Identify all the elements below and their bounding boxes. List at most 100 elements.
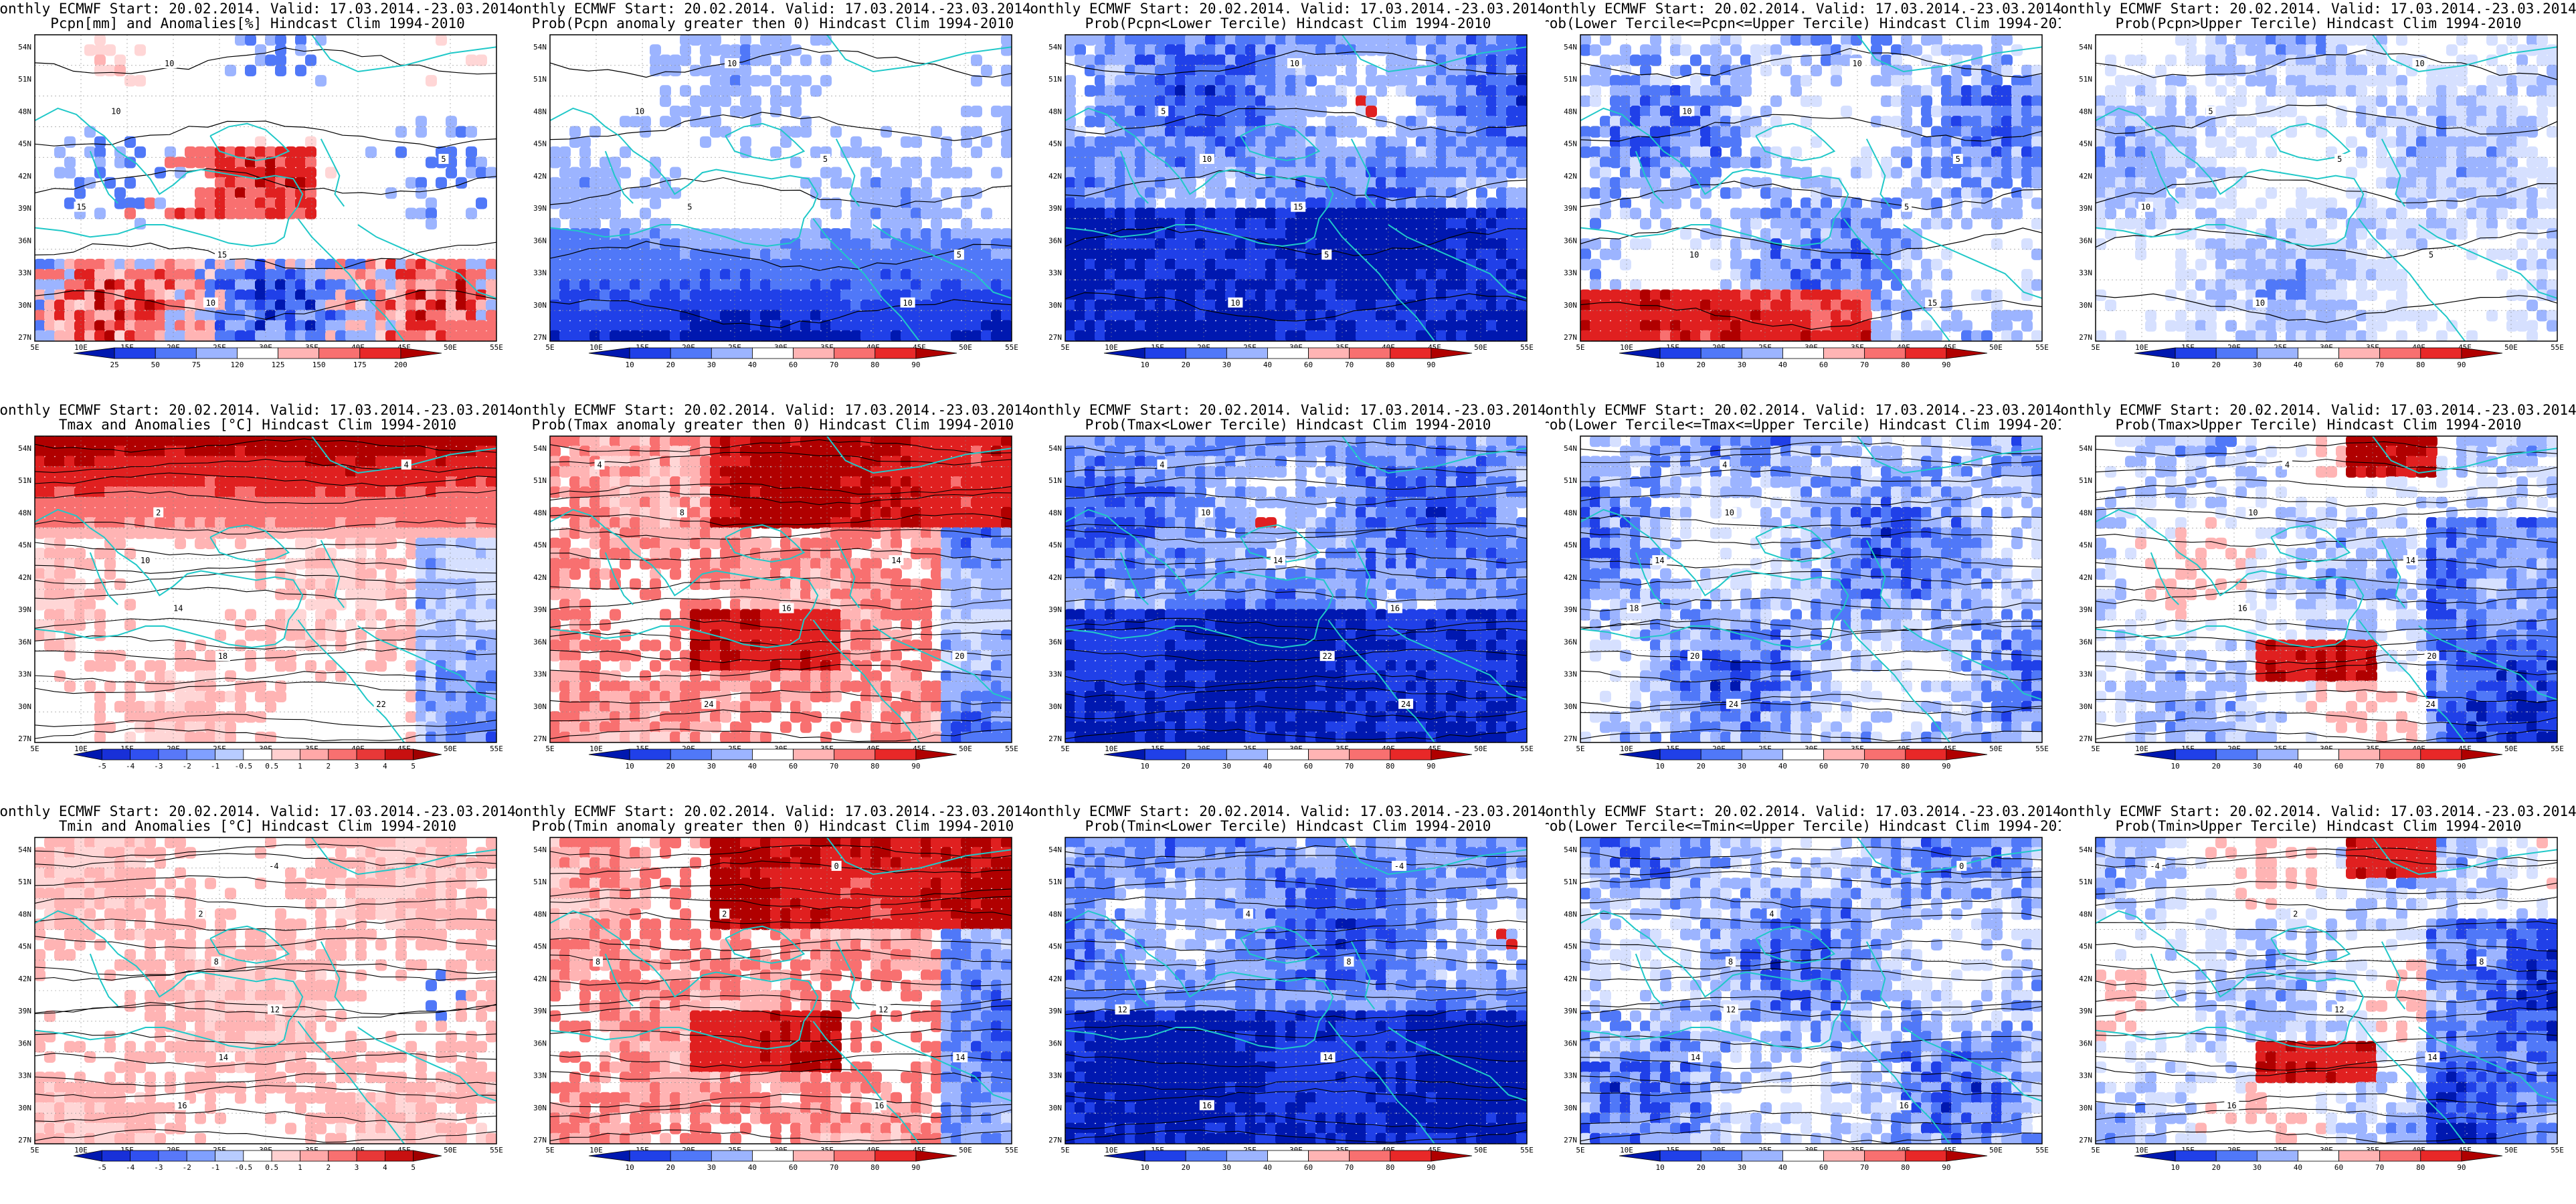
field-cell bbox=[610, 310, 621, 322]
field-cell bbox=[2496, 75, 2508, 87]
field-cell bbox=[2526, 207, 2538, 219]
field-cell bbox=[2296, 299, 2307, 312]
field-cell bbox=[1486, 320, 1497, 332]
field-cell bbox=[1516, 116, 1527, 128]
field-cell bbox=[1650, 167, 1661, 179]
field-cell bbox=[74, 258, 86, 271]
field-cell bbox=[1921, 136, 1932, 148]
field-cell bbox=[175, 207, 186, 219]
field-cell bbox=[1225, 248, 1236, 260]
field-cell bbox=[2185, 197, 2197, 209]
field-cell bbox=[991, 310, 1002, 322]
field-cell bbox=[1660, 330, 1671, 341]
field-cell bbox=[2296, 310, 2307, 322]
field-cell bbox=[54, 289, 66, 301]
field-cell bbox=[1135, 207, 1146, 219]
map-panel-p4: Monthly ECMWF Start: 20.02.2014. Valid: … bbox=[1546, 0, 2061, 401]
field-cell bbox=[2195, 54, 2207, 66]
field-cell bbox=[185, 146, 196, 159]
field-cell bbox=[2376, 126, 2387, 138]
field-cell bbox=[1436, 136, 1447, 148]
field-cell bbox=[2125, 207, 2136, 219]
field-cell bbox=[1871, 207, 1882, 219]
field-cell bbox=[2296, 320, 2307, 332]
field-cell bbox=[145, 279, 156, 291]
field-cell bbox=[2135, 136, 2146, 148]
field-cell bbox=[245, 330, 256, 341]
field-cell bbox=[446, 126, 457, 138]
field-cell bbox=[1396, 116, 1407, 128]
field-cell bbox=[2145, 136, 2156, 148]
field-cell bbox=[2476, 167, 2488, 179]
field-cell bbox=[1416, 228, 1427, 240]
field-cell bbox=[2316, 279, 2327, 291]
field-cell bbox=[720, 310, 731, 322]
field-cell bbox=[1941, 95, 1952, 107]
field-cell bbox=[1991, 217, 2003, 230]
field-cell bbox=[1881, 116, 1892, 128]
field-cell bbox=[1366, 310, 1377, 322]
field-cell bbox=[1710, 64, 1722, 77]
field-cell bbox=[2456, 228, 2468, 240]
field-cell bbox=[1095, 310, 1106, 322]
colorbar: 10 20 30 40 60 70 80 90 bbox=[1619, 347, 1988, 369]
field-cell bbox=[620, 320, 631, 332]
field-cell bbox=[466, 167, 477, 179]
field-cell bbox=[195, 310, 206, 322]
field-cell bbox=[610, 299, 621, 312]
field-cell bbox=[1780, 279, 1792, 291]
field-cell bbox=[486, 167, 496, 179]
field-cell bbox=[215, 279, 226, 291]
field-cell bbox=[2115, 126, 2126, 138]
field-cell bbox=[810, 35, 822, 46]
field-cell bbox=[2011, 207, 2023, 219]
field-cell bbox=[850, 207, 862, 219]
field-cell bbox=[1991, 54, 2003, 66]
field-cell bbox=[2336, 299, 2347, 312]
field-cell bbox=[660, 310, 671, 322]
field-cell bbox=[2185, 289, 2197, 301]
field-cell bbox=[1115, 279, 1126, 291]
field-cell bbox=[1115, 207, 1126, 219]
field-cell bbox=[1580, 310, 1591, 322]
field-cell bbox=[1436, 269, 1447, 281]
field-cell bbox=[1941, 269, 1952, 281]
field-cell bbox=[2547, 258, 2557, 271]
contour-label-bg bbox=[632, 106, 648, 116]
field-cell bbox=[1275, 85, 1287, 97]
field-cell bbox=[1285, 320, 1297, 332]
field-cell bbox=[195, 445, 206, 458]
field-cell bbox=[1145, 217, 1156, 230]
field-cell bbox=[1580, 44, 1591, 56]
field-cell bbox=[2256, 95, 2267, 107]
field-cell bbox=[1680, 95, 1691, 107]
field-cell bbox=[2436, 157, 2448, 169]
field-cell bbox=[235, 330, 246, 341]
field-cell bbox=[2547, 177, 2557, 189]
field-cell bbox=[205, 445, 216, 458]
field-cell bbox=[1325, 187, 1337, 199]
field-cell bbox=[1911, 330, 1922, 341]
field-cell bbox=[730, 75, 741, 87]
field-cell bbox=[1991, 289, 2003, 301]
field-cell bbox=[2125, 105, 2136, 118]
field-cell bbox=[1155, 126, 1166, 138]
field-cell bbox=[1095, 289, 1106, 301]
field-cell bbox=[245, 197, 256, 209]
coastline bbox=[1903, 224, 2042, 299]
field-cell bbox=[1185, 258, 1196, 271]
field-cell bbox=[1195, 126, 1206, 138]
field-cell bbox=[2386, 279, 2397, 291]
field-cell bbox=[1356, 289, 1367, 301]
field-cell bbox=[881, 238, 892, 250]
field-cell bbox=[1750, 258, 1762, 271]
field-cell bbox=[1620, 64, 1631, 77]
field-cell bbox=[2306, 228, 2317, 240]
field-cell bbox=[1941, 105, 1952, 118]
colorbar-label: 70 bbox=[1345, 361, 1354, 369]
field-cell bbox=[1085, 207, 1096, 219]
field-cell bbox=[1386, 167, 1397, 179]
field-cell bbox=[1215, 330, 1226, 341]
field-cell bbox=[1730, 85, 1742, 97]
field-cell bbox=[2175, 187, 2187, 199]
